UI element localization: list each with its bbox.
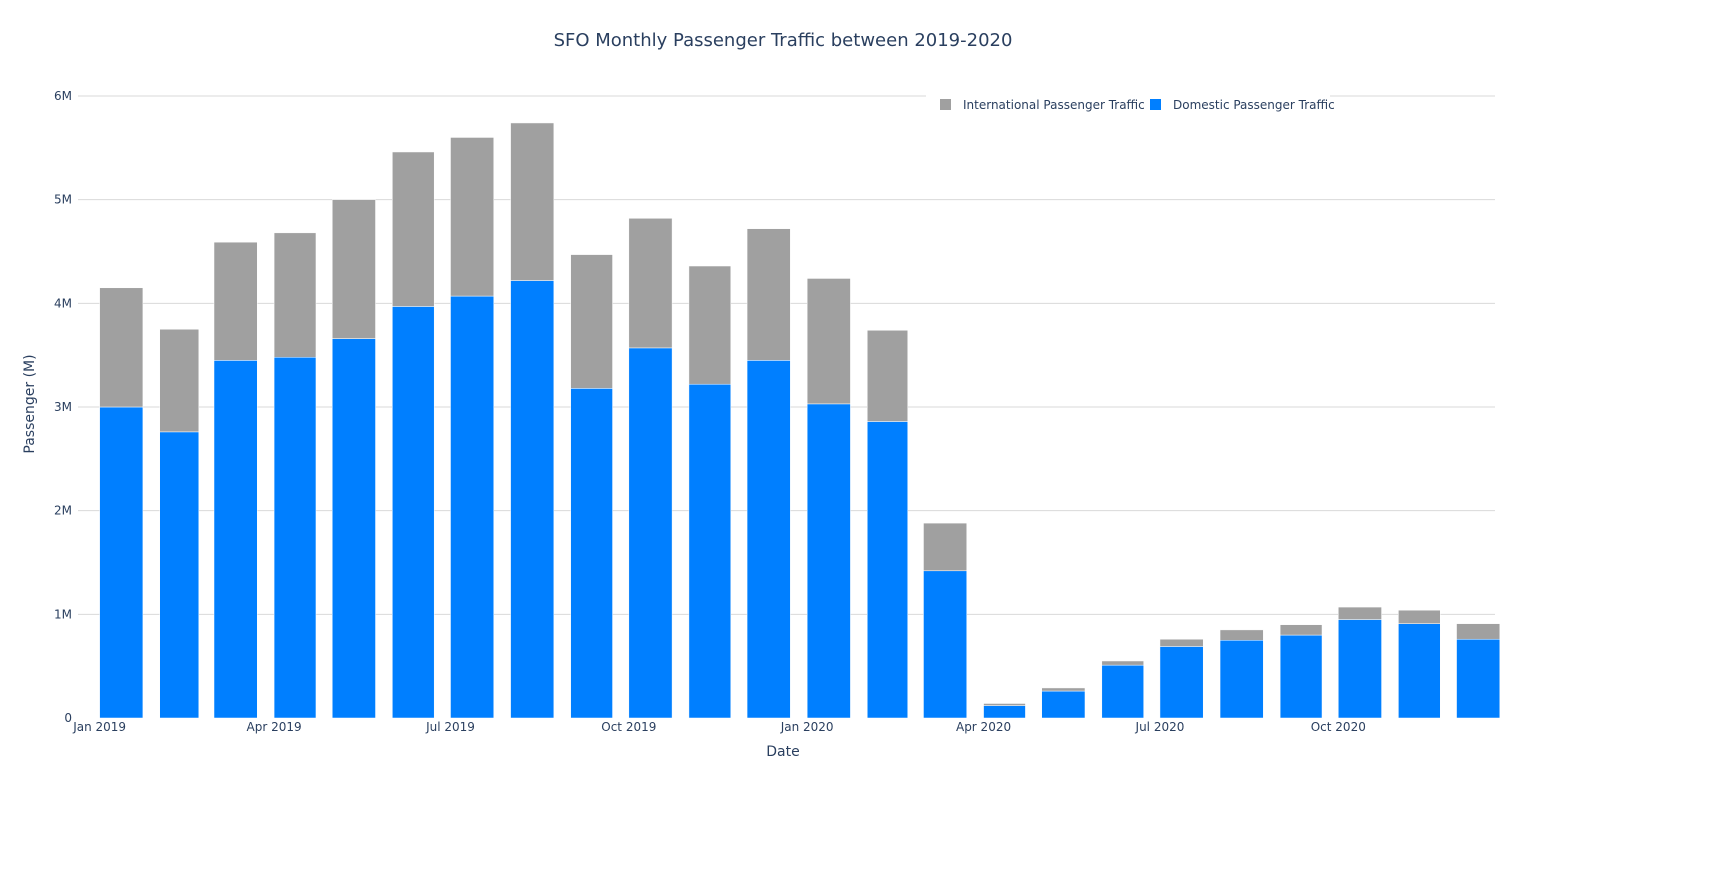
domestic-bar <box>983 705 1026 719</box>
domestic-bar <box>570 388 613 719</box>
domestic-bar <box>1398 623 1441 719</box>
legend: International Passenger Traffic Domestic … <box>926 92 1335 116</box>
international-bar <box>273 232 317 358</box>
y-tick-label: 3M <box>54 400 72 414</box>
y-tick-label: 4M <box>54 296 72 310</box>
international-bar <box>1398 609 1441 624</box>
domestic-bar <box>273 356 317 719</box>
y-tick-label: 1M <box>54 607 72 621</box>
domestic-bar <box>1279 634 1323 719</box>
international-bar <box>746 228 791 361</box>
x-tick-label: Jan 2020 <box>780 720 834 734</box>
y-tick-label: 5M <box>54 193 72 207</box>
y-tick-label: 6M <box>54 89 72 103</box>
domestic-bar <box>510 280 555 719</box>
domestic-bar <box>806 403 851 719</box>
international-bar <box>450 137 495 297</box>
y-tick-label: 0 <box>64 711 72 725</box>
international-bar <box>159 329 200 433</box>
domestic-bar <box>688 383 732 719</box>
y-axis-ticks: 0 1M 2M 3M 4M 5M 6M <box>54 89 72 725</box>
x-tick-label: Oct 2019 <box>601 720 656 734</box>
international-bar <box>1279 624 1323 636</box>
international-bar <box>1101 660 1144 666</box>
international-bar <box>1338 606 1382 620</box>
chart-title: SFO Monthly Passenger Traffic between 20… <box>554 30 1013 51</box>
international-bar <box>806 278 851 405</box>
international-bar <box>331 199 376 339</box>
international-bar <box>1219 629 1264 641</box>
legend-label: Domestic Passenger Traffic <box>1173 98 1335 112</box>
international-bar <box>1159 638 1204 647</box>
domestic-bar <box>331 338 376 719</box>
domestic-bar <box>867 421 908 719</box>
domestic-bar <box>746 360 791 719</box>
legend-background <box>926 92 1330 116</box>
international-bar <box>213 241 258 361</box>
x-tick-label: Jul 2020 <box>1135 720 1185 734</box>
international-bar <box>983 703 1026 706</box>
international-bar <box>867 330 908 422</box>
domestic-bar <box>1338 619 1382 719</box>
legend-swatch <box>940 99 951 110</box>
x-tick-label: Jan 2019 <box>72 720 126 734</box>
international-bar <box>688 265 732 385</box>
domestic-bar <box>628 347 673 719</box>
domestic-bar <box>1159 646 1204 719</box>
domestic-bar <box>1101 664 1144 719</box>
international-bar <box>1456 623 1501 640</box>
domestic-bar <box>392 306 435 719</box>
domestic-bar <box>450 295 495 719</box>
international-bar <box>628 218 673 349</box>
x-tick-label: Apr 2019 <box>247 720 302 734</box>
international-bar <box>510 122 555 281</box>
y-tick-label: 2M <box>54 504 72 518</box>
x-tick-label: Jul 2019 <box>425 720 475 734</box>
legend-swatch <box>1150 99 1161 110</box>
domestic-bar <box>1456 638 1501 719</box>
domestic-bar <box>99 406 144 719</box>
bars <box>99 122 1501 719</box>
international-bar <box>923 522 967 572</box>
x-axis-ticks: Jan 2019 Apr 2019 Jul 2019 Oct 2019 Jan 2020… <box>72 720 1366 734</box>
domestic-bar <box>159 431 200 719</box>
domestic-bar <box>1041 690 1086 719</box>
y-axis-title: Passenger (M) <box>22 354 38 453</box>
x-tick-label: Apr 2020 <box>956 720 1011 734</box>
domestic-bar <box>923 570 967 719</box>
international-bar <box>99 287 144 408</box>
domestic-bar <box>213 360 258 719</box>
legend-label: International Passenger Traffic <box>963 98 1145 112</box>
x-axis-title: Date <box>766 744 799 760</box>
international-bar <box>1041 687 1086 692</box>
domestic-bar <box>1219 640 1264 719</box>
international-bar <box>570 254 613 389</box>
x-tick-label: Oct 2020 <box>1311 720 1366 734</box>
international-bar <box>392 151 435 307</box>
